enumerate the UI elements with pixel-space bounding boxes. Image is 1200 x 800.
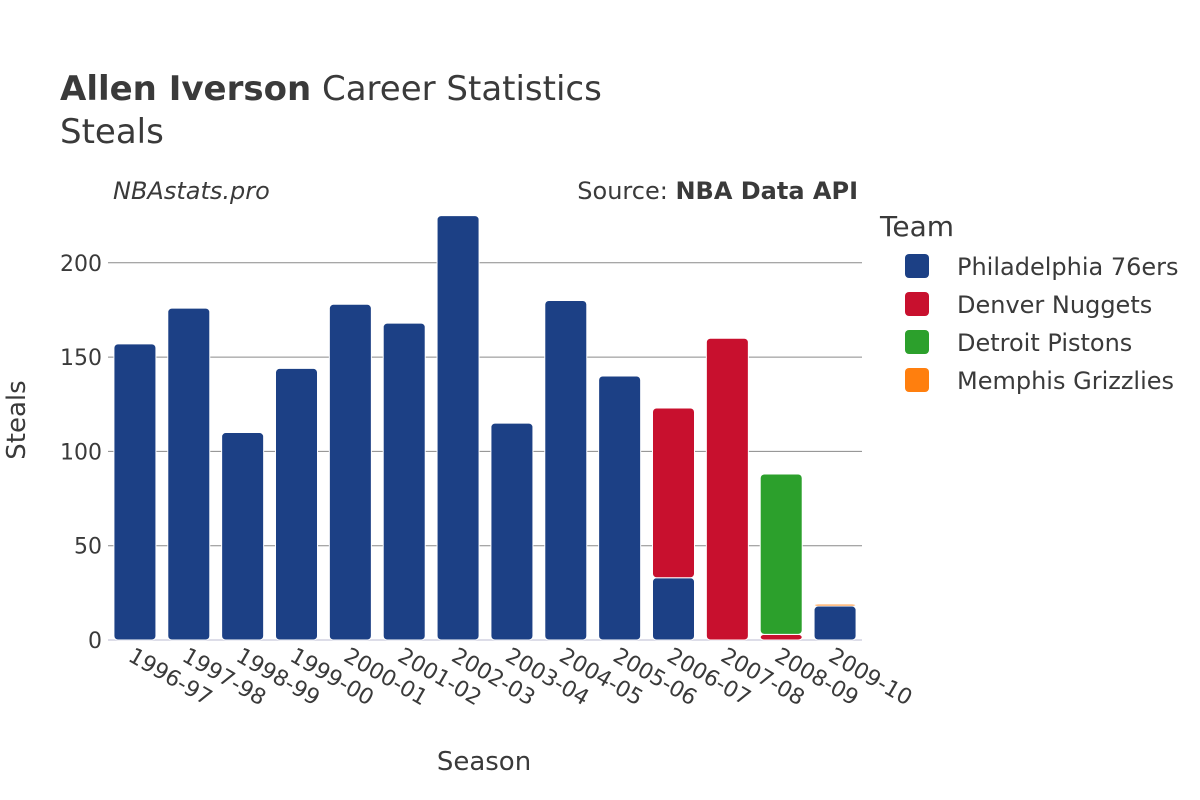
y-tick-label: 200 bbox=[60, 252, 102, 277]
bar-philadelphia-76ers-2005-06[interactable] bbox=[598, 375, 642, 641]
bar-philadelphia-76ers-1996-97[interactable] bbox=[113, 343, 157, 641]
legend-swatch[interactable] bbox=[905, 368, 929, 392]
bar-denver-nuggets-2008-09[interactable] bbox=[759, 633, 803, 641]
gridlines bbox=[108, 262, 862, 641]
bar-philadelphia-76ers-2001-02[interactable] bbox=[382, 322, 426, 641]
bar-philadelphia-76ers-2003-04[interactable] bbox=[490, 422, 534, 641]
bar-philadelphia-76ers-2002-03[interactable] bbox=[436, 215, 480, 641]
chart-subtitle: Steals bbox=[60, 112, 164, 152]
bar-philadelphia-76ers-2000-01[interactable] bbox=[328, 303, 372, 641]
source-name: NBA Data API bbox=[675, 177, 858, 205]
y-tick-label: 100 bbox=[60, 440, 102, 465]
y-axis-title: Steals bbox=[2, 380, 32, 459]
source-prefix: Source: bbox=[577, 177, 675, 205]
bar-denver-nuggets-2006-07[interactable] bbox=[651, 407, 696, 579]
bar-memphis-grizzlies-2009-10[interactable] bbox=[813, 603, 857, 607]
bar-philadelphia-76ers-2004-05[interactable] bbox=[544, 300, 588, 641]
bar-philadelphia-76ers-2009-10[interactable] bbox=[813, 605, 857, 641]
watermark: NBAstats.pro bbox=[113, 177, 270, 205]
y-axis-ticks: 0 50 100 150 200 bbox=[60, 252, 102, 654]
chart-title: Allen Iverson Career Statistics bbox=[60, 69, 602, 109]
bar-denver-nuggets-2007-08[interactable] bbox=[705, 337, 749, 641]
x-axis-title: Season bbox=[437, 747, 531, 777]
y-tick-label: 150 bbox=[60, 346, 102, 371]
legend-item-label[interactable]: Denver Nuggets bbox=[957, 291, 1152, 319]
y-tick-label: 0 bbox=[88, 629, 102, 654]
legend-item-label[interactable]: Detroit Pistons bbox=[957, 329, 1132, 357]
legend-title: Team bbox=[879, 210, 954, 243]
x-axis-ticks: 1996-971997-981998-991999-002000-012001-… bbox=[124, 644, 916, 712]
legend: Philadelphia 76ers Denver Nuggets Detroit … bbox=[905, 253, 1179, 395]
legend-item-label[interactable]: Memphis Grizzlies bbox=[957, 367, 1174, 395]
bar-philadelphia-76ers-2006-07[interactable] bbox=[651, 577, 696, 641]
legend-item-label[interactable]: Philadelphia 76ers bbox=[957, 253, 1179, 281]
bar-philadelphia-76ers-1998-99[interactable] bbox=[221, 432, 265, 641]
legend-swatch[interactable] bbox=[905, 254, 929, 278]
bar-philadelphia-76ers-1999-00[interactable] bbox=[274, 367, 319, 641]
source-credit: Source: NBA Data API bbox=[577, 177, 858, 205]
title-suffix: Career Statistics bbox=[311, 69, 602, 109]
bar-philadelphia-76ers-1997-98[interactable] bbox=[167, 307, 211, 641]
bars bbox=[113, 215, 857, 641]
legend-swatch[interactable] bbox=[905, 330, 929, 354]
legend-swatch[interactable] bbox=[905, 292, 929, 316]
bar-detroit-pistons-2008-09[interactable] bbox=[759, 473, 803, 635]
title-player-name: Allen Iverson bbox=[60, 69, 311, 109]
y-tick-label: 50 bbox=[74, 535, 102, 560]
